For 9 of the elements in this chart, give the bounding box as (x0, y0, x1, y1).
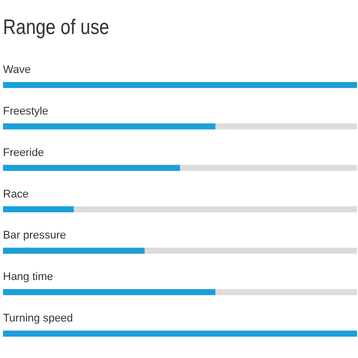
bar (3, 206, 74, 212)
y-tick-label: Race (3, 188, 29, 200)
y-tick-label: Bar pressure (3, 230, 66, 242)
y-tick-label: Wave (3, 64, 31, 76)
y-tick-label: Freestyle (3, 105, 48, 118)
y-tick-label: Freeride (3, 146, 44, 159)
y-tick-label: Turning speed (3, 312, 73, 325)
chart-title: Range of use (3, 16, 110, 40)
y-tick-label: Hang time (3, 271, 54, 284)
